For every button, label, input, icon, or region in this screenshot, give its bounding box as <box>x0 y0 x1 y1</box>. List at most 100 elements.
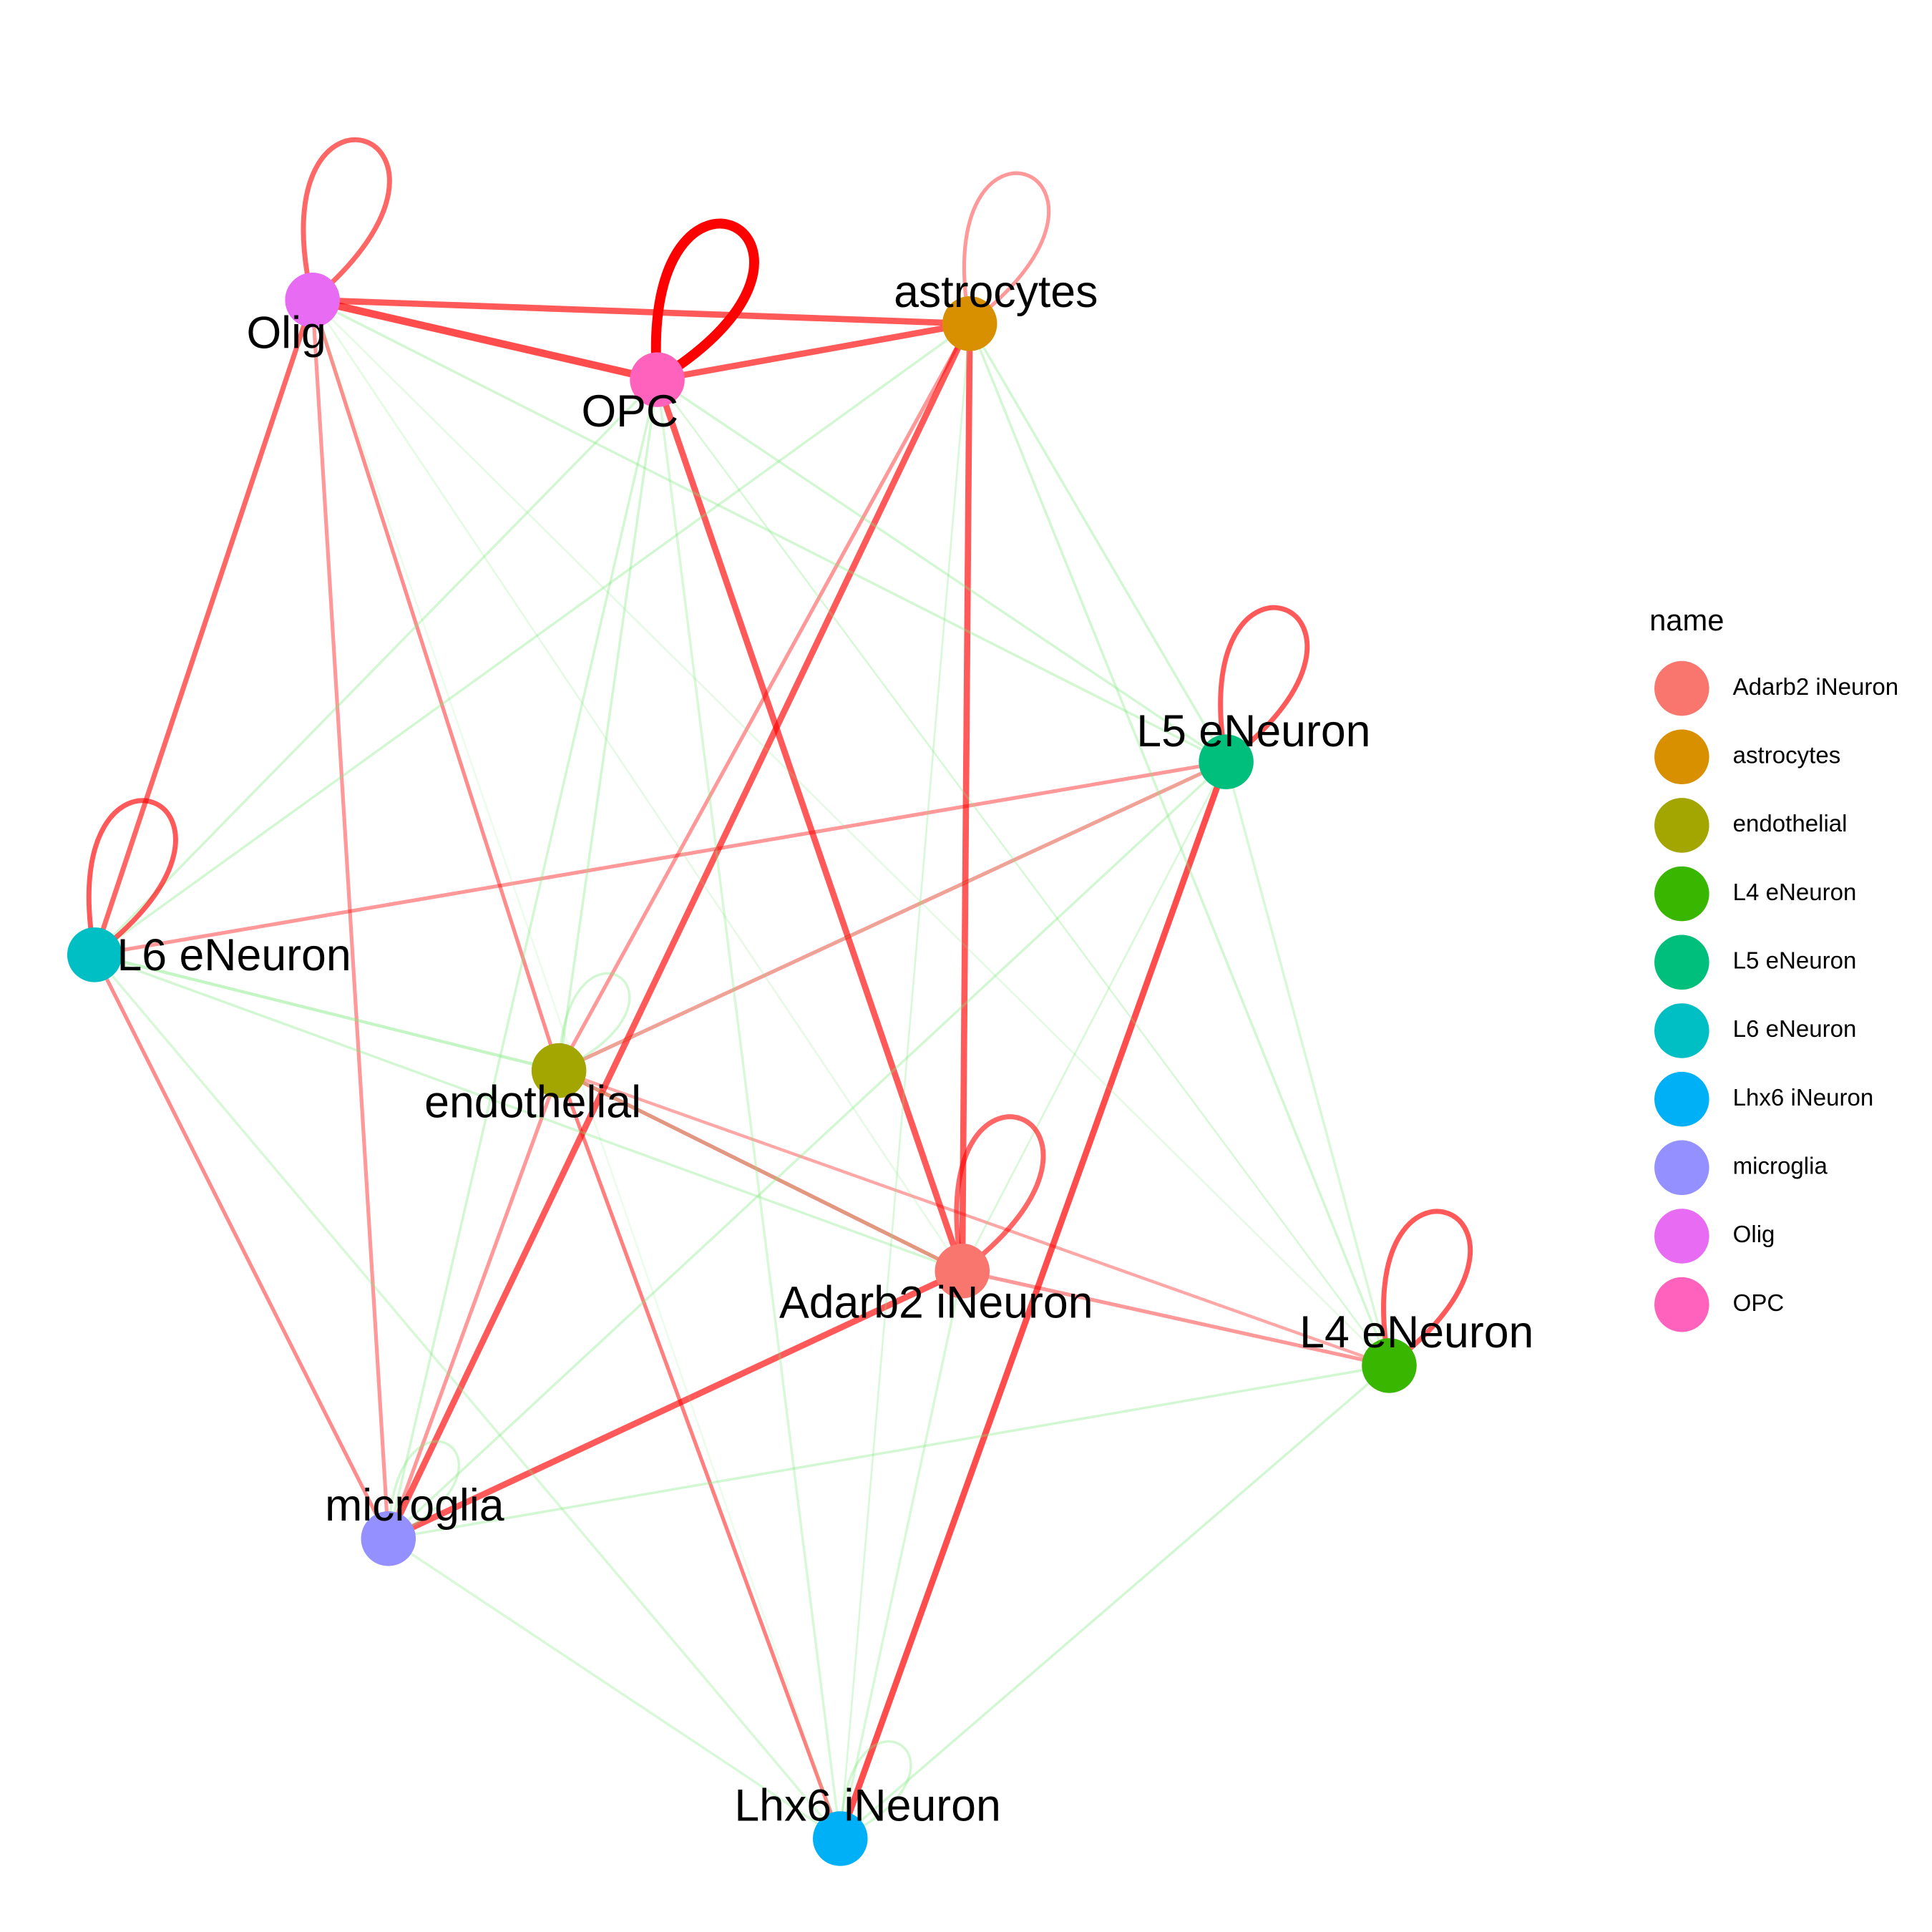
node-label: L5 eNeuron <box>1136 706 1370 756</box>
edge <box>385 322 973 1541</box>
edge <box>92 299 315 956</box>
node <box>67 927 122 982</box>
edge <box>961 761 1227 1272</box>
edge <box>387 1537 841 1840</box>
edge <box>654 379 965 1272</box>
node <box>935 1243 990 1299</box>
self-loop <box>1381 1209 1473 1368</box>
self-loop <box>954 1114 1046 1273</box>
edge <box>655 379 842 1839</box>
edge <box>93 379 658 956</box>
edge <box>837 761 1229 1840</box>
edge <box>311 300 391 1539</box>
edge <box>92 954 391 1540</box>
node <box>630 352 685 407</box>
edge <box>94 953 560 1073</box>
legend-key <box>1654 866 1709 922</box>
edge <box>557 379 659 1071</box>
legend-key <box>1654 798 1709 853</box>
node-label: L6 eNeuron <box>117 930 351 980</box>
edges <box>86 137 1473 1840</box>
edge <box>387 761 1227 1540</box>
edge <box>311 298 1227 763</box>
legend-key <box>1654 1209 1709 1264</box>
edge <box>311 299 963 1272</box>
legend-key <box>1654 660 1709 716</box>
node-label: Lhx6 iNeuron <box>734 1780 1000 1830</box>
edge <box>311 296 658 384</box>
node-label: OPC <box>581 386 678 436</box>
self-loop <box>650 218 759 384</box>
node-label: Adarb2 iNeuron <box>779 1277 1093 1327</box>
legend-key <box>1654 935 1709 990</box>
self-loop <box>962 171 1051 326</box>
self-loop <box>557 972 631 1072</box>
node <box>285 272 340 328</box>
legend-title: name <box>1649 603 1724 637</box>
edge <box>386 1268 964 1542</box>
edge <box>557 1068 963 1273</box>
self-loop <box>1218 605 1310 764</box>
edge <box>558 1069 963 1272</box>
node <box>1199 734 1254 789</box>
legend-label: microglia <box>1733 1153 1828 1180</box>
node-label: endothelial <box>424 1077 641 1127</box>
edge <box>557 1070 842 1840</box>
edge <box>558 760 1227 1073</box>
legend-key <box>1654 1071 1709 1127</box>
edge <box>388 1364 1390 1540</box>
edge <box>656 321 970 383</box>
node <box>1362 1338 1417 1393</box>
legend-key <box>1654 1277 1709 1332</box>
edge <box>387 379 659 1539</box>
legend-key <box>1654 1140 1709 1196</box>
edge <box>839 1365 1390 1840</box>
edge <box>386 1070 561 1540</box>
edge <box>968 323 1228 763</box>
edge <box>656 379 1227 763</box>
legend-label: endothelial <box>1733 811 1848 837</box>
legend: name Adarb2 iNeuron astrocytes endothelial… <box>1649 603 1898 1332</box>
node <box>942 296 997 351</box>
edge <box>94 322 971 956</box>
legend-label: Olig <box>1733 1221 1775 1248</box>
node <box>813 1811 868 1866</box>
edge <box>93 954 841 1840</box>
edge <box>959 323 973 1272</box>
edge <box>94 953 963 1272</box>
edge <box>312 296 970 327</box>
edge <box>839 323 971 1839</box>
self-loop <box>387 1440 460 1540</box>
legend-label: L4 eNeuron <box>1733 879 1857 906</box>
node-label: Olig <box>246 308 326 358</box>
edge <box>557 323 972 1072</box>
edge <box>968 323 1391 1367</box>
self-loop <box>839 1740 912 1840</box>
edge <box>558 761 1227 1072</box>
edge <box>839 1270 964 1839</box>
legend-key <box>1654 729 1709 785</box>
legend-label: Lhx6 iNeuron <box>1733 1085 1874 1111</box>
legend-label: Adarb2 iNeuron <box>1733 674 1898 701</box>
nodes <box>67 272 1417 1866</box>
labels: Adarb2 iNeuron astrocytes endothelial L4 eN… <box>117 267 1533 1830</box>
legend-key <box>1654 1003 1709 1058</box>
legend-label: L5 eNeuron <box>1733 948 1857 975</box>
node-label: L4 eNeuron <box>1299 1307 1533 1357</box>
node <box>361 1511 416 1566</box>
edge <box>558 1069 1390 1367</box>
edge <box>311 299 1390 1367</box>
edge <box>656 379 1390 1367</box>
legend-label: L6 eNeuron <box>1733 1016 1857 1043</box>
self-loop <box>301 137 392 302</box>
edge <box>94 760 1227 957</box>
legend-label: astrocytes <box>1733 742 1841 769</box>
legend-label: OPC <box>1733 1290 1785 1317</box>
node-label: microglia <box>325 1480 504 1531</box>
edge <box>962 1269 1390 1367</box>
node-label: astrocytes <box>894 267 1098 317</box>
edge <box>1224 761 1391 1366</box>
self-loop <box>86 798 178 957</box>
edge <box>311 299 561 1071</box>
